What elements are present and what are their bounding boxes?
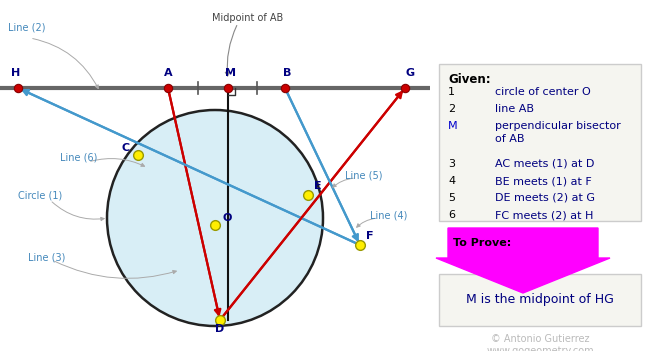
- Circle shape: [107, 110, 323, 326]
- FancyBboxPatch shape: [439, 64, 641, 221]
- Text: 5: 5: [448, 193, 455, 203]
- Text: Line (4): Line (4): [370, 210, 408, 220]
- Text: Line (2): Line (2): [8, 23, 46, 33]
- Text: www.gogeometry.com: www.gogeometry.com: [486, 346, 594, 351]
- Text: C: C: [122, 143, 130, 153]
- Text: H: H: [11, 68, 21, 78]
- Text: To Prove:: To Prove:: [453, 238, 511, 248]
- Text: M is the midpoint of HG: M is the midpoint of HG: [466, 293, 614, 306]
- Text: A: A: [163, 68, 173, 78]
- Polygon shape: [436, 228, 610, 293]
- Text: 1: 1: [448, 87, 455, 97]
- Text: of AB: of AB: [495, 134, 525, 144]
- Text: © Antonio Gutierrez: © Antonio Gutierrez: [491, 334, 589, 344]
- Text: E: E: [314, 181, 322, 191]
- Text: Circle (1): Circle (1): [18, 190, 62, 200]
- Text: 6: 6: [448, 210, 455, 220]
- Text: Given:: Given:: [448, 73, 491, 86]
- Text: M: M: [225, 68, 236, 78]
- Text: 2: 2: [448, 104, 455, 114]
- Text: F: F: [367, 231, 374, 241]
- Text: DE meets (2) at G: DE meets (2) at G: [495, 193, 595, 203]
- Text: Line (3): Line (3): [28, 253, 65, 263]
- FancyBboxPatch shape: [439, 274, 641, 326]
- Text: Line (6): Line (6): [60, 153, 98, 163]
- Text: AC meets (1) at D: AC meets (1) at D: [495, 159, 594, 169]
- Text: 3: 3: [448, 159, 455, 169]
- Text: FC meets (2) at H: FC meets (2) at H: [495, 210, 593, 220]
- Text: Line (5): Line (5): [345, 170, 383, 180]
- Text: perpendicular bisector: perpendicular bisector: [495, 121, 621, 131]
- Text: line AB: line AB: [495, 104, 534, 114]
- Text: B: B: [283, 68, 291, 78]
- Text: circle of center O: circle of center O: [495, 87, 590, 97]
- Text: G: G: [406, 68, 415, 78]
- Text: O: O: [222, 213, 232, 223]
- Text: Midpoint of AB: Midpoint of AB: [212, 13, 284, 23]
- Text: D: D: [215, 324, 225, 334]
- Text: BE meets (1) at F: BE meets (1) at F: [495, 176, 592, 186]
- Text: M: M: [448, 121, 458, 131]
- Text: 4: 4: [448, 176, 455, 186]
